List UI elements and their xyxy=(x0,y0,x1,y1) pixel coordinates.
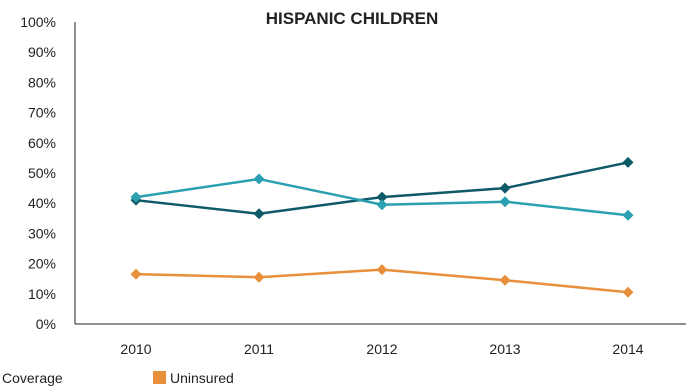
y-tick-label: 30% xyxy=(28,225,56,241)
data-point-marker xyxy=(130,268,142,280)
data-point-marker xyxy=(376,191,388,203)
y-tick-label: 60% xyxy=(28,135,56,151)
data-point-marker xyxy=(253,208,265,220)
y-tick-label: 100% xyxy=(20,14,56,30)
y-tick-label: 90% xyxy=(28,44,56,60)
legend-label: Uninsured xyxy=(170,370,234,386)
x-tick-label: 2014 xyxy=(612,341,643,357)
x-tick-labels: 2010 2011 2012 2013 2014 xyxy=(120,341,643,357)
y-tick-label: 80% xyxy=(28,74,56,90)
y-tick-label: 70% xyxy=(28,105,56,121)
data-point-marker xyxy=(499,196,511,208)
data-point-marker xyxy=(253,271,265,283)
x-tick-label: 2010 xyxy=(120,341,151,357)
x-tick-label: 2011 xyxy=(244,341,274,357)
y-tick-label: 20% xyxy=(28,256,56,272)
chart-title: HISPANIC CHILDREN xyxy=(266,9,439,28)
y-tick-labels: 0% 10% 20% 30% 40% 50% 60% 70% 80% 90% 100% xyxy=(20,14,56,332)
data-point-marker xyxy=(376,264,388,276)
data-point-marker xyxy=(499,274,511,286)
data-point-marker xyxy=(253,173,265,185)
y-tick-label: 0% xyxy=(36,316,56,332)
legend-swatch xyxy=(153,371,166,384)
y-tick-label: 40% xyxy=(28,195,56,211)
legend-label: Coverage xyxy=(2,370,63,386)
data-point-marker xyxy=(622,209,634,221)
legend: Coverage Uninsured xyxy=(2,370,234,386)
data-point-marker xyxy=(622,286,634,298)
x-tick-label: 2012 xyxy=(366,341,397,357)
data-point-marker xyxy=(499,182,511,194)
data-point-marker xyxy=(622,156,634,168)
series-markers xyxy=(130,156,634,298)
x-tick-label: 2013 xyxy=(489,341,520,357)
y-tick-label: 10% xyxy=(28,286,56,302)
data-point-marker xyxy=(376,199,388,211)
data-point-marker xyxy=(130,191,142,203)
y-tick-label: 50% xyxy=(28,165,56,181)
